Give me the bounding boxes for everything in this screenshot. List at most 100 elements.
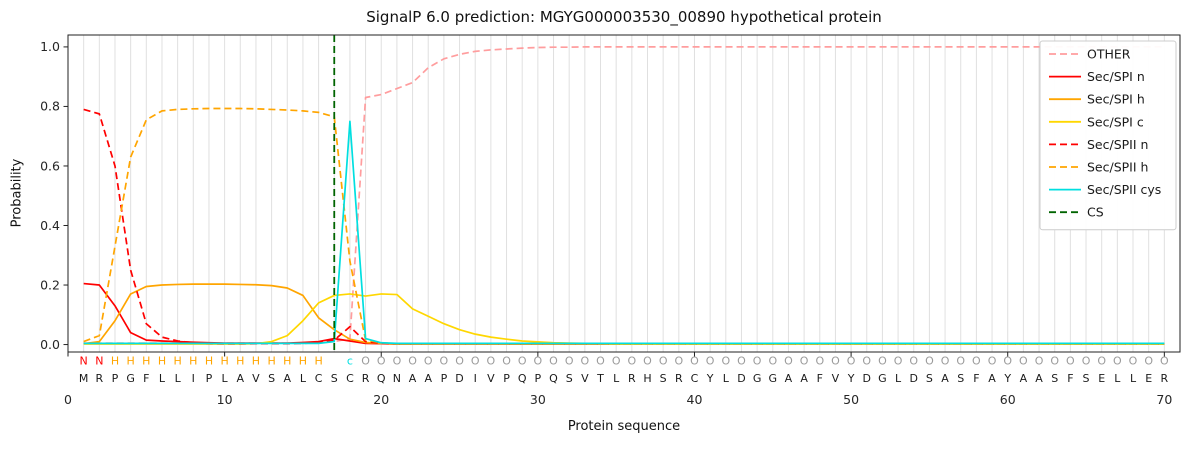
- svg-text:V: V: [487, 372, 495, 385]
- svg-text:O: O: [862, 355, 871, 368]
- legend-label: Sec/SPII cys: [1087, 182, 1161, 197]
- svg-text:A: A: [424, 372, 432, 385]
- svg-text:A: A: [284, 372, 292, 385]
- svg-text:P: P: [112, 372, 119, 385]
- svg-text:O: O: [455, 355, 464, 368]
- legend: OTHER Sec/SPI n Sec/SPI h Sec/SPI c Sec/SPII…: [1039, 40, 1177, 231]
- svg-text:R: R: [95, 372, 103, 385]
- svg-text:O: O: [581, 355, 590, 368]
- svg-text:O: O: [956, 355, 965, 368]
- svg-text:H: H: [158, 355, 166, 368]
- svg-text:L: L: [300, 372, 307, 385]
- legend-label: CS: [1087, 205, 1104, 220]
- series-line: [83, 120, 1165, 345]
- svg-text:30: 30: [530, 392, 546, 407]
- svg-text:Q: Q: [518, 372, 527, 385]
- svg-text:O: O: [831, 355, 840, 368]
- svg-text:N: N: [95, 355, 103, 368]
- svg-text:O: O: [1066, 355, 1075, 368]
- x-axis-ticks: 0 10 20 30 40 50 60 70: [64, 352, 1172, 407]
- svg-text:0: 0: [64, 392, 72, 407]
- svg-text:D: D: [737, 372, 745, 385]
- svg-text:N: N: [393, 372, 401, 385]
- svg-text:F: F: [817, 372, 823, 385]
- svg-text:H: H: [283, 355, 291, 368]
- svg-text:A: A: [785, 372, 793, 385]
- svg-text:H: H: [189, 355, 197, 368]
- svg-text:O: O: [627, 355, 636, 368]
- svg-text:O: O: [440, 355, 449, 368]
- svg-text:O: O: [643, 355, 652, 368]
- svg-text:H: H: [173, 355, 181, 368]
- svg-text:O: O: [1019, 355, 1028, 368]
- svg-text:0.6: 0.6: [40, 158, 60, 173]
- svg-text:A: A: [409, 372, 417, 385]
- series-line: [83, 46, 1165, 344]
- svg-text:O: O: [815, 355, 824, 368]
- svg-text:0.8: 0.8: [40, 99, 60, 114]
- gridlines: [83, 35, 1165, 352]
- svg-text:O: O: [361, 355, 370, 368]
- svg-text:G: G: [126, 372, 135, 385]
- svg-text:O: O: [518, 355, 527, 368]
- svg-text:O: O: [690, 355, 699, 368]
- svg-text:P: P: [535, 372, 542, 385]
- svg-text:H: H: [314, 355, 322, 368]
- svg-text:G: G: [753, 372, 762, 385]
- svg-text:S: S: [1051, 372, 1058, 385]
- svg-text:I: I: [474, 372, 477, 385]
- svg-text:L: L: [159, 372, 166, 385]
- chart-title: SignalP 6.0 prediction: MGYG000003530_00…: [366, 8, 882, 26]
- svg-text:O: O: [502, 355, 511, 368]
- svg-text:S: S: [331, 372, 338, 385]
- svg-text:E: E: [1145, 372, 1152, 385]
- svg-text:M: M: [79, 372, 89, 385]
- svg-text:O: O: [612, 355, 621, 368]
- x-axis-label: Protein sequence: [567, 419, 681, 434]
- svg-text:H: H: [299, 355, 307, 368]
- svg-text:O: O: [721, 355, 730, 368]
- svg-text:O: O: [549, 355, 558, 368]
- legend-label: OTHER: [1087, 47, 1131, 62]
- axis-frame: [67, 34, 1181, 353]
- svg-text:S: S: [268, 372, 275, 385]
- svg-text:O: O: [925, 355, 934, 368]
- svg-text:S: S: [660, 372, 667, 385]
- svg-text:L: L: [222, 372, 229, 385]
- svg-text:A: A: [800, 372, 808, 385]
- svg-text:O: O: [847, 355, 856, 368]
- svg-text:L: L: [723, 372, 730, 385]
- svg-text:O: O: [1003, 355, 1012, 368]
- svg-text:O: O: [768, 355, 777, 368]
- svg-text:G: G: [769, 372, 778, 385]
- svg-text:F: F: [973, 372, 979, 385]
- svg-text:O: O: [784, 355, 793, 368]
- svg-text:C: C: [691, 372, 699, 385]
- svg-text:H: H: [267, 355, 275, 368]
- svg-text:O: O: [534, 355, 543, 368]
- svg-text:O: O: [1050, 355, 1059, 368]
- svg-text:A: A: [1035, 372, 1043, 385]
- svg-text:O: O: [565, 355, 574, 368]
- svg-text:L: L: [175, 372, 182, 385]
- svg-text:L: L: [1114, 372, 1121, 385]
- svg-text:H: H: [236, 355, 244, 368]
- svg-text:P: P: [503, 372, 510, 385]
- svg-text:C: C: [346, 372, 354, 385]
- svg-text:H: H: [252, 355, 260, 368]
- svg-text:0.4: 0.4: [40, 218, 60, 233]
- series-line: [83, 107, 1165, 345]
- svg-text:H: H: [205, 355, 213, 368]
- svg-text:R: R: [675, 372, 683, 385]
- svg-text:70: 70: [1156, 392, 1172, 407]
- legend-label: Sec/SPI n: [1087, 69, 1145, 84]
- legend-label: Sec/SPI c: [1087, 114, 1144, 129]
- svg-text:O: O: [909, 355, 918, 368]
- svg-text:Y: Y: [706, 372, 714, 385]
- svg-text:O: O: [737, 355, 746, 368]
- svg-text:S: S: [566, 372, 573, 385]
- svg-text:P: P: [441, 372, 448, 385]
